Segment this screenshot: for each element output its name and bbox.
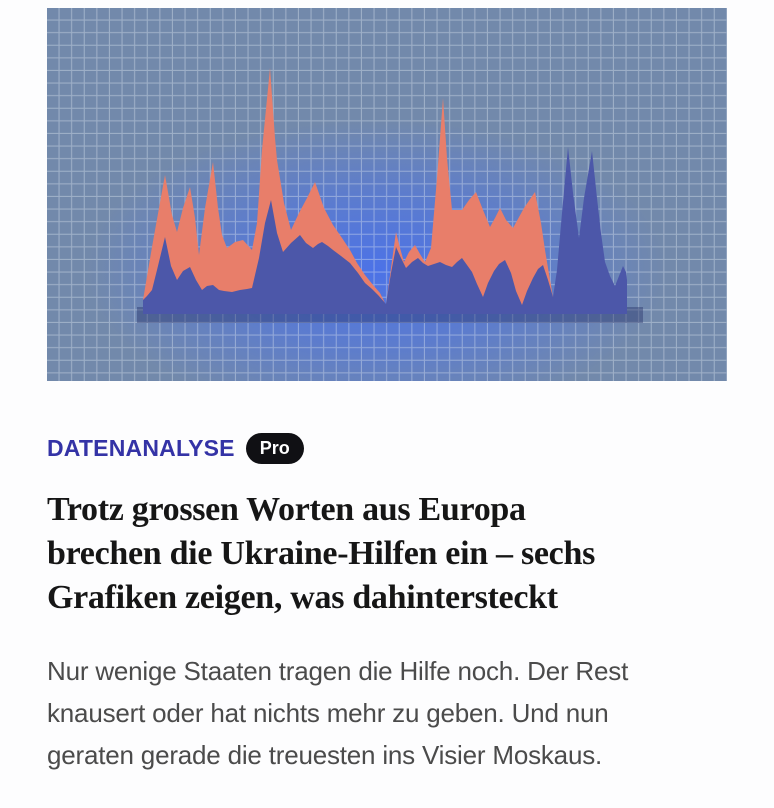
area-chart-illustration <box>47 8 727 381</box>
blue-area-series <box>143 147 627 314</box>
headline-line: Trotz grossen Worten aus Europa <box>47 491 526 528</box>
dek-line: knausert oder hat nichts mehr zu geben. … <box>47 698 609 728</box>
section-label[interactable]: DATENANALYSE <box>47 435 235 461</box>
dek-line: Nur wenige Staaten tragen die Hilfe noch… <box>47 656 629 686</box>
article-headline[interactable]: Trotz grossen Worten aus Europa brechen … <box>47 488 727 620</box>
kicker-row: DATENANALYSE Pro <box>47 433 727 464</box>
orange-area-series <box>143 68 553 314</box>
grid-lines <box>47 8 727 381</box>
article-illustration[interactable] <box>47 8 727 381</box>
pro-badge: Pro <box>245 433 304 464</box>
article-dek: Nur wenige Staaten tragen die Hilfe noch… <box>47 650 727 776</box>
headline-line: Grafiken zeigen, was dahintersteckt <box>47 579 558 616</box>
article-teaser-card[interactable]: DATENANALYSE Pro Trotz grossen Worten au… <box>0 8 774 808</box>
dek-line: geraten gerade die treuesten ins Visier … <box>47 740 603 770</box>
headline-line: brechen die Ukraine-Hilfen ein – sechs <box>47 535 596 572</box>
